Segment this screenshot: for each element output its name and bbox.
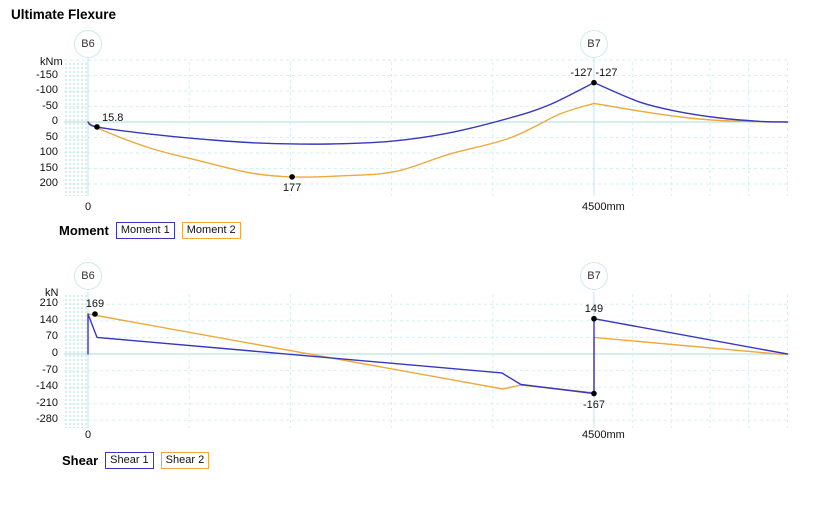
moment-y-tick-label: -100: [35, 84, 58, 96]
moment-series-2-line: [87, 102, 595, 178]
shear-y-tick-label: -70: [42, 363, 58, 376]
moment-data-point-dot: [94, 124, 100, 130]
legend-item-moment-2[interactable]: Moment 2: [181, 222, 241, 239]
shear-value-label: -167: [582, 398, 605, 411]
shear-y-tick-label: 0: [51, 347, 58, 359]
shear-data-point-dot: [591, 390, 597, 397]
moment-legend: Moment Moment 1 Moment 2: [59, 222, 241, 239]
moment-series-1-line: [593, 81, 789, 123]
legend-item-moment-1[interactable]: Moment 1: [115, 222, 175, 239]
moment-node-b7: B7: [579, 30, 608, 58]
shear-y-tick-label: 70: [45, 330, 58, 343]
moment-x-axis-label: 0: [84, 201, 92, 213]
shear-minor-grid-band: [64, 294, 88, 428]
shear-legend: Shear Shear 1 Shear 2: [62, 452, 210, 469]
shear-node-b7: B7: [579, 262, 608, 290]
moment-data-point-dot: [289, 174, 295, 180]
shear-y-tick-label: -280: [35, 413, 58, 426]
shear-data-point-dot: [92, 311, 98, 317]
shear-x-axis-label: 4500mm: [581, 429, 625, 441]
moment-data-point-dot: [591, 79, 597, 86]
shear-legend-title: Shear: [62, 453, 99, 468]
page-title: Ultimate Flexure: [11, 7, 117, 22]
shear-data-point-dot: [591, 315, 597, 322]
moment-y-axis-unit-label: kNm: [40, 56, 63, 68]
moment-legend-title: Moment: [59, 223, 109, 238]
moment-value-label: -127 -127: [570, 66, 618, 79]
moment-value-label: 177: [282, 181, 302, 194]
shear-y-tick-label: 140: [39, 313, 58, 326]
moment-x-axis-label: 4500mm: [581, 201, 625, 213]
moment-y-tick-label: 150: [39, 161, 58, 174]
moment-minor-grid-band: [64, 62, 88, 196]
moment-y-tick-label: 100: [39, 146, 58, 158]
shear-node-b6: B6: [74, 262, 102, 290]
moment-value-label: 15.8: [101, 111, 124, 124]
moment-y-tick-label: -150: [35, 68, 58, 81]
shear-y-axis-unit-label: kN: [45, 287, 59, 299]
shear-series-1-line: [87, 313, 789, 395]
shear-y-tick-label: -140: [35, 380, 58, 393]
shear-y-tick-label: 210: [39, 297, 58, 310]
moment-y-tick-label: -50: [42, 99, 58, 112]
moment-y-tick-label: 0: [51, 115, 58, 127]
legend-item-shear-1[interactable]: Shear 1: [105, 452, 154, 469]
moment-node-b6: B6: [74, 30, 102, 58]
shear-x-axis-label: 0: [84, 429, 92, 441]
moment-series-1-line: [87, 81, 595, 145]
shear-value-label: 149: [584, 302, 604, 315]
moment-y-tick-label: 50: [45, 130, 58, 143]
shear-y-tick-label: -210: [35, 396, 58, 409]
shear-value-label: 169: [85, 297, 105, 310]
legend-item-shear-2[interactable]: Shear 2: [160, 452, 210, 469]
moment-y-tick-label: 200: [39, 177, 58, 189]
